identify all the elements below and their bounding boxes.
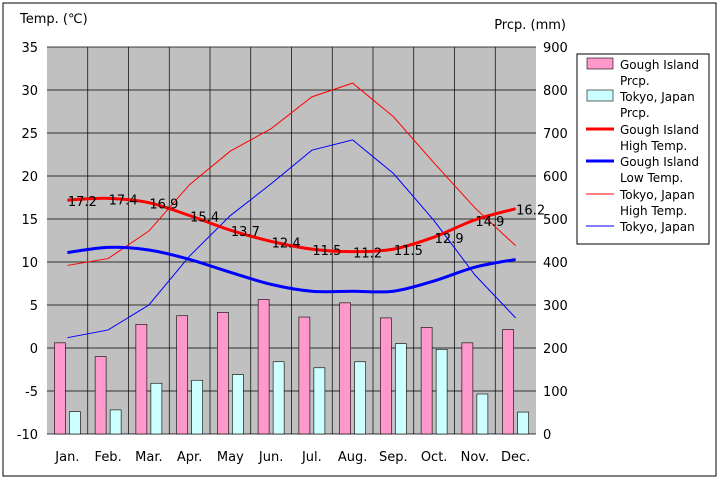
y-left-tick-label: 0 (30, 342, 38, 357)
y-left-tick-label: 35 (21, 41, 38, 56)
x-tick-label: Jan. (54, 450, 79, 465)
y-right-tick-label: 300 (543, 299, 568, 314)
x-tick-label: Jul. (301, 450, 322, 465)
bar-tokyo-prcp (232, 374, 244, 435)
bar-tokyo-prcp (395, 343, 407, 435)
legend-label: Low Temp. (620, 171, 683, 185)
y-left-tick-label: 15 (21, 213, 38, 228)
x-tick-label: Nov. (461, 450, 490, 465)
legend-label: Gough Island (620, 123, 699, 137)
y-right-tick-label: 100 (543, 385, 568, 400)
data-label-gough-high-temp: 15.4 (190, 211, 219, 226)
x-tick-label: Mar. (135, 450, 162, 465)
y-right-tick-label: 0 (543, 428, 551, 443)
bar-tokyo-prcp (191, 379, 203, 435)
y-right-tick-label: 900 (543, 41, 568, 56)
x-tick-label: Oct. (421, 450, 448, 465)
data-label-gough-high-temp: 12.9 (435, 232, 464, 247)
bar-gough-prcp (380, 317, 392, 435)
legend-label: High Temp. (620, 139, 687, 153)
legend-box (576, 53, 710, 245)
data-label-gough-high-temp: 13.7 (231, 225, 260, 240)
legend: Gough Island Prcp. Tokyo, Japan Prcp. Gough … (576, 53, 710, 245)
bar-gough-prcp (135, 324, 148, 435)
x-tick-label: Feb. (95, 450, 122, 465)
line-gough-high-temp (67, 196, 517, 254)
bar-tokyo-prcp (313, 367, 326, 435)
bar-tokyo-prcp (272, 361, 285, 435)
bar-gough-prcp (176, 315, 188, 435)
legend-label: Tokyo, Japan (619, 90, 695, 104)
data-label-gough-high-temp: 11.5 (312, 244, 341, 259)
x-tick-label: Aug. (338, 450, 368, 465)
y-right-tick-label: 400 (543, 256, 568, 271)
bar-gough-prcp (502, 329, 514, 435)
y-right-tick-label: 500 (543, 213, 568, 228)
x-tick-label: Jun. (258, 450, 283, 465)
data-label-gough-high-temp: 11.2 (353, 247, 382, 262)
y-left-tick-label: 10 (21, 256, 38, 271)
legend-swatch-gough-prcp (586, 57, 614, 70)
data-label-gough-high-temp: 16.2 (516, 204, 545, 219)
bar-gough-prcp (461, 342, 474, 435)
legend-label: Prcp. (620, 106, 650, 120)
x-tick-label: May (217, 450, 244, 465)
data-label-gough-high-temp: 17.4 (109, 193, 138, 208)
plot-area: 17.2 17.4 16.9 15.4 13.7 12.4 11.5 11.2 11.5 12.9… (17, 41, 568, 465)
bar-tokyo-prcp (69, 411, 81, 435)
legend-swatch-tokyo-prcp (586, 89, 614, 102)
y-right-tick-label: 600 (543, 170, 568, 185)
legend-label: Tokyo, Japan (619, 188, 695, 202)
line-gough-low-temp (67, 245, 516, 294)
bar-tokyo-prcp (354, 361, 366, 435)
bar-gough-prcp (217, 312, 229, 435)
x-tick-label: Dec. (501, 450, 530, 465)
y-right-tick-label: 700 (543, 127, 568, 142)
bar-gough-prcp (257, 299, 270, 435)
data-label-gough-high-temp: 17.2 (68, 195, 97, 210)
y-left-tick-label: 30 (21, 84, 38, 99)
y-left-tick-label: -5 (25, 385, 38, 400)
line-tokyo-high-temp (67, 82, 516, 266)
y-left-tick-label: 5 (30, 299, 38, 314)
data-label-gough-high-temp: 12.4 (272, 236, 301, 251)
legend-label: Prcp. (620, 74, 650, 88)
bar-gough-prcp (420, 327, 433, 435)
data-label-gough-high-temp: 11.5 (394, 244, 423, 259)
y-left-tick-label: 25 (21, 127, 38, 142)
y-right-tick-label: 200 (543, 342, 568, 357)
y-left-tick-label: 20 (21, 170, 38, 185)
bar-gough-prcp (339, 302, 351, 435)
bar-tokyo-prcp (476, 393, 489, 435)
x-tick-label: Apr. (177, 450, 202, 465)
line-tokyo-low-temp (67, 139, 516, 339)
data-label-gough-high-temp: 14.9 (475, 215, 504, 230)
y-right-axis-label: Prcp. (mm) (494, 18, 566, 33)
legend-label: High Temp. (620, 204, 687, 218)
legend-label: Gough Island (620, 155, 699, 169)
bar-tokyo-prcp (517, 411, 529, 435)
data-label-gough-high-temp: 16.9 (149, 198, 178, 213)
y-left-tick-label: -10 (17, 428, 38, 443)
bar-tokyo-prcp (109, 409, 122, 435)
y-left-axis-label: Temp. (℃) (19, 12, 88, 27)
bar-gough-prcp (298, 316, 311, 435)
legend-label: Gough Island (620, 58, 699, 72)
x-tick-label: Sep. (379, 450, 408, 465)
legend-label: Tokyo, Japan (619, 220, 695, 234)
bar-tokyo-prcp (150, 382, 163, 435)
bar-tokyo-prcp (435, 348, 448, 435)
y-right-tick-label: 800 (543, 84, 568, 99)
bar-gough-prcp (54, 342, 66, 435)
bar-gough-prcp (94, 356, 107, 435)
